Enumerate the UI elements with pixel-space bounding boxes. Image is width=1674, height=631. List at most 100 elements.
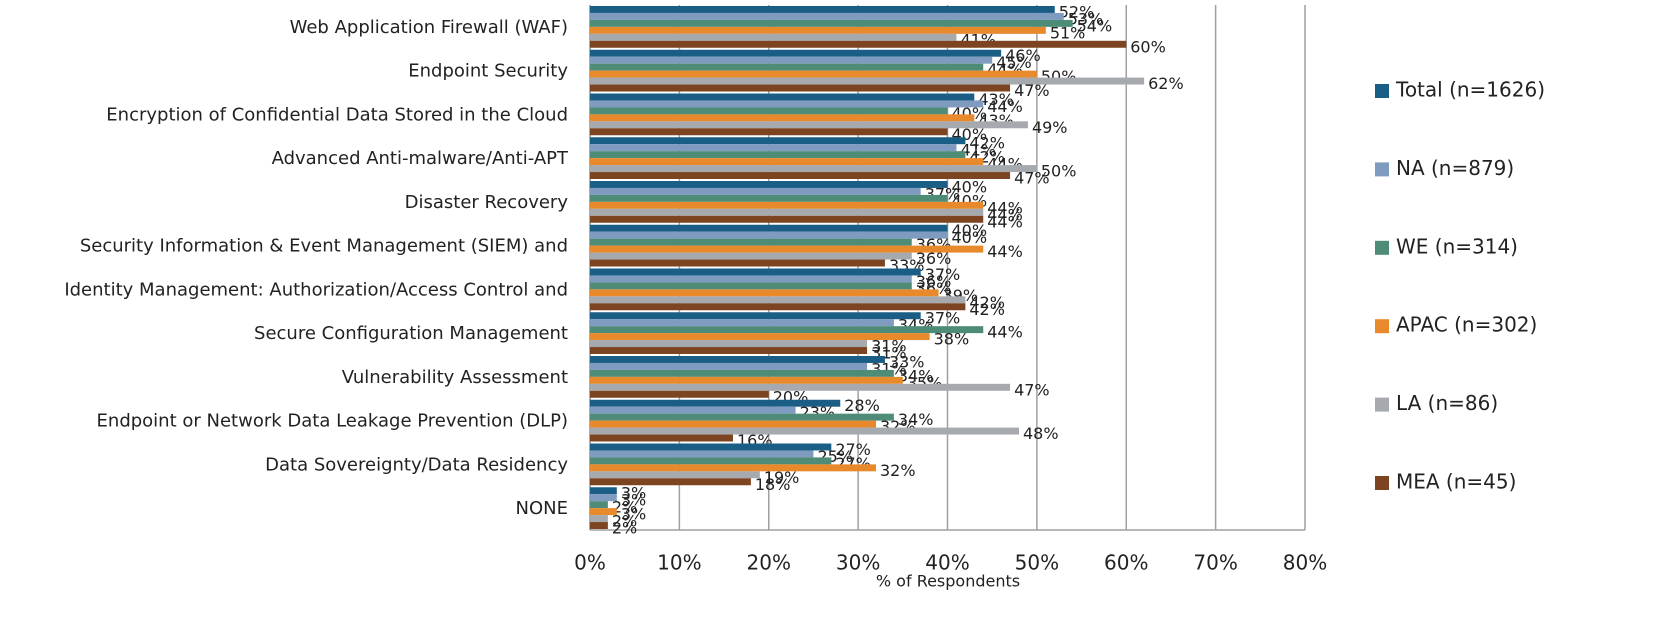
bar [590, 383, 1011, 391]
y-tick-label: Web Application Firewall (WAF) [290, 17, 568, 38]
bar [590, 194, 948, 202]
bar [590, 319, 894, 327]
y-tick-label: Identity Management: Authorization/Acces… [64, 279, 568, 300]
bar [590, 450, 814, 458]
bar [590, 427, 1019, 435]
data-label: 43% [978, 90, 1014, 109]
bar [590, 187, 921, 195]
bar [590, 172, 1011, 179]
bar [590, 457, 832, 465]
bar [590, 312, 921, 320]
bar [590, 33, 957, 41]
bar [590, 340, 868, 348]
bar [590, 40, 1127, 48]
legend-label: APAC (n=302) [1396, 313, 1537, 337]
legend-label: WE (n=314) [1396, 234, 1518, 258]
bar [590, 275, 912, 283]
data-label: 44% [987, 97, 1023, 116]
bar [590, 181, 948, 188]
data-label: 3% [621, 484, 646, 503]
bar [590, 201, 984, 209]
bar [590, 84, 1011, 92]
bar [590, 376, 903, 384]
y-tick-label: Encryption of Confidential Data Stored i… [106, 104, 568, 125]
bar [590, 215, 984, 223]
bar [590, 347, 868, 354]
bar [590, 399, 841, 407]
bar [590, 508, 617, 516]
bar [590, 259, 885, 267]
data-label: 47% [1014, 380, 1050, 399]
data-label: 31% [871, 337, 907, 356]
data-label: 41% [960, 141, 996, 160]
bar [590, 224, 948, 232]
data-label: 34% [898, 410, 934, 429]
data-label: 3% [621, 505, 646, 524]
y-tick-label: NONE [516, 498, 568, 519]
data-label: 44% [987, 242, 1023, 261]
x-tick-label: 0% [574, 551, 606, 575]
bar [590, 158, 984, 166]
x-tick-label: 60% [1104, 551, 1148, 575]
bar [590, 165, 1037, 173]
bar [590, 12, 1064, 20]
legend-label: Total (n=1626) [1395, 78, 1545, 102]
bar [590, 434, 733, 442]
x-axis-label: % of Respondents [876, 572, 1020, 591]
y-tick-label: Disaster Recovery [405, 192, 569, 213]
data-label: 50% [1041, 162, 1077, 181]
data-label: 48% [1023, 424, 1059, 443]
data-label: 49% [1032, 118, 1068, 137]
data-label: 42% [969, 293, 1005, 312]
data-label: 19% [764, 468, 800, 487]
data-label: 47% [1014, 81, 1050, 100]
data-label: 3% [621, 491, 646, 510]
bar [590, 494, 617, 502]
bar [590, 93, 975, 101]
legend-swatch [1375, 319, 1389, 334]
bar [590, 296, 966, 304]
y-tick-label: Security Information & Event Management … [80, 236, 568, 257]
y-tick-label: Advanced Anti-malware/Anti-APT [272, 148, 569, 169]
bar [590, 26, 1046, 34]
data-label: 54% [1077, 16, 1113, 35]
bar [590, 245, 984, 253]
data-label: 44% [987, 198, 1023, 217]
bar [590, 464, 876, 472]
data-label: 38% [934, 330, 970, 349]
data-label: 44% [987, 212, 1023, 231]
x-tick-label: 70% [1193, 551, 1237, 575]
y-tick-label: Secure Configuration Management [254, 323, 568, 344]
bar [590, 114, 975, 122]
legend-swatch [1375, 240, 1389, 255]
data-label: 53% [1068, 9, 1104, 28]
data-label: 34% [898, 366, 934, 385]
bar [590, 356, 885, 363]
data-label: 36% [916, 272, 952, 291]
bar [590, 413, 894, 421]
bar [590, 252, 912, 260]
bar [590, 390, 769, 398]
bar [590, 268, 921, 276]
bar [590, 49, 1002, 57]
data-label: 42% [969, 300, 1005, 319]
y-tick-label: Data Sovereignty/Data Residency [265, 454, 568, 475]
data-label: 37% [925, 309, 961, 328]
legend-swatch [1375, 397, 1389, 412]
bar [590, 471, 760, 479]
data-label: 40% [952, 228, 988, 247]
bar [590, 238, 912, 246]
bar [590, 137, 966, 145]
bar [590, 77, 1145, 85]
data-label: 42% [969, 134, 1005, 153]
bar [590, 362, 868, 370]
bar [590, 522, 608, 529]
data-label: 18% [755, 475, 791, 494]
data-label: 60% [1130, 37, 1166, 56]
bar [590, 63, 984, 71]
bar [590, 100, 984, 108]
legend-label: NA (n=879) [1396, 156, 1514, 180]
data-label: 2% [612, 519, 637, 538]
data-label: 32% [880, 461, 916, 480]
